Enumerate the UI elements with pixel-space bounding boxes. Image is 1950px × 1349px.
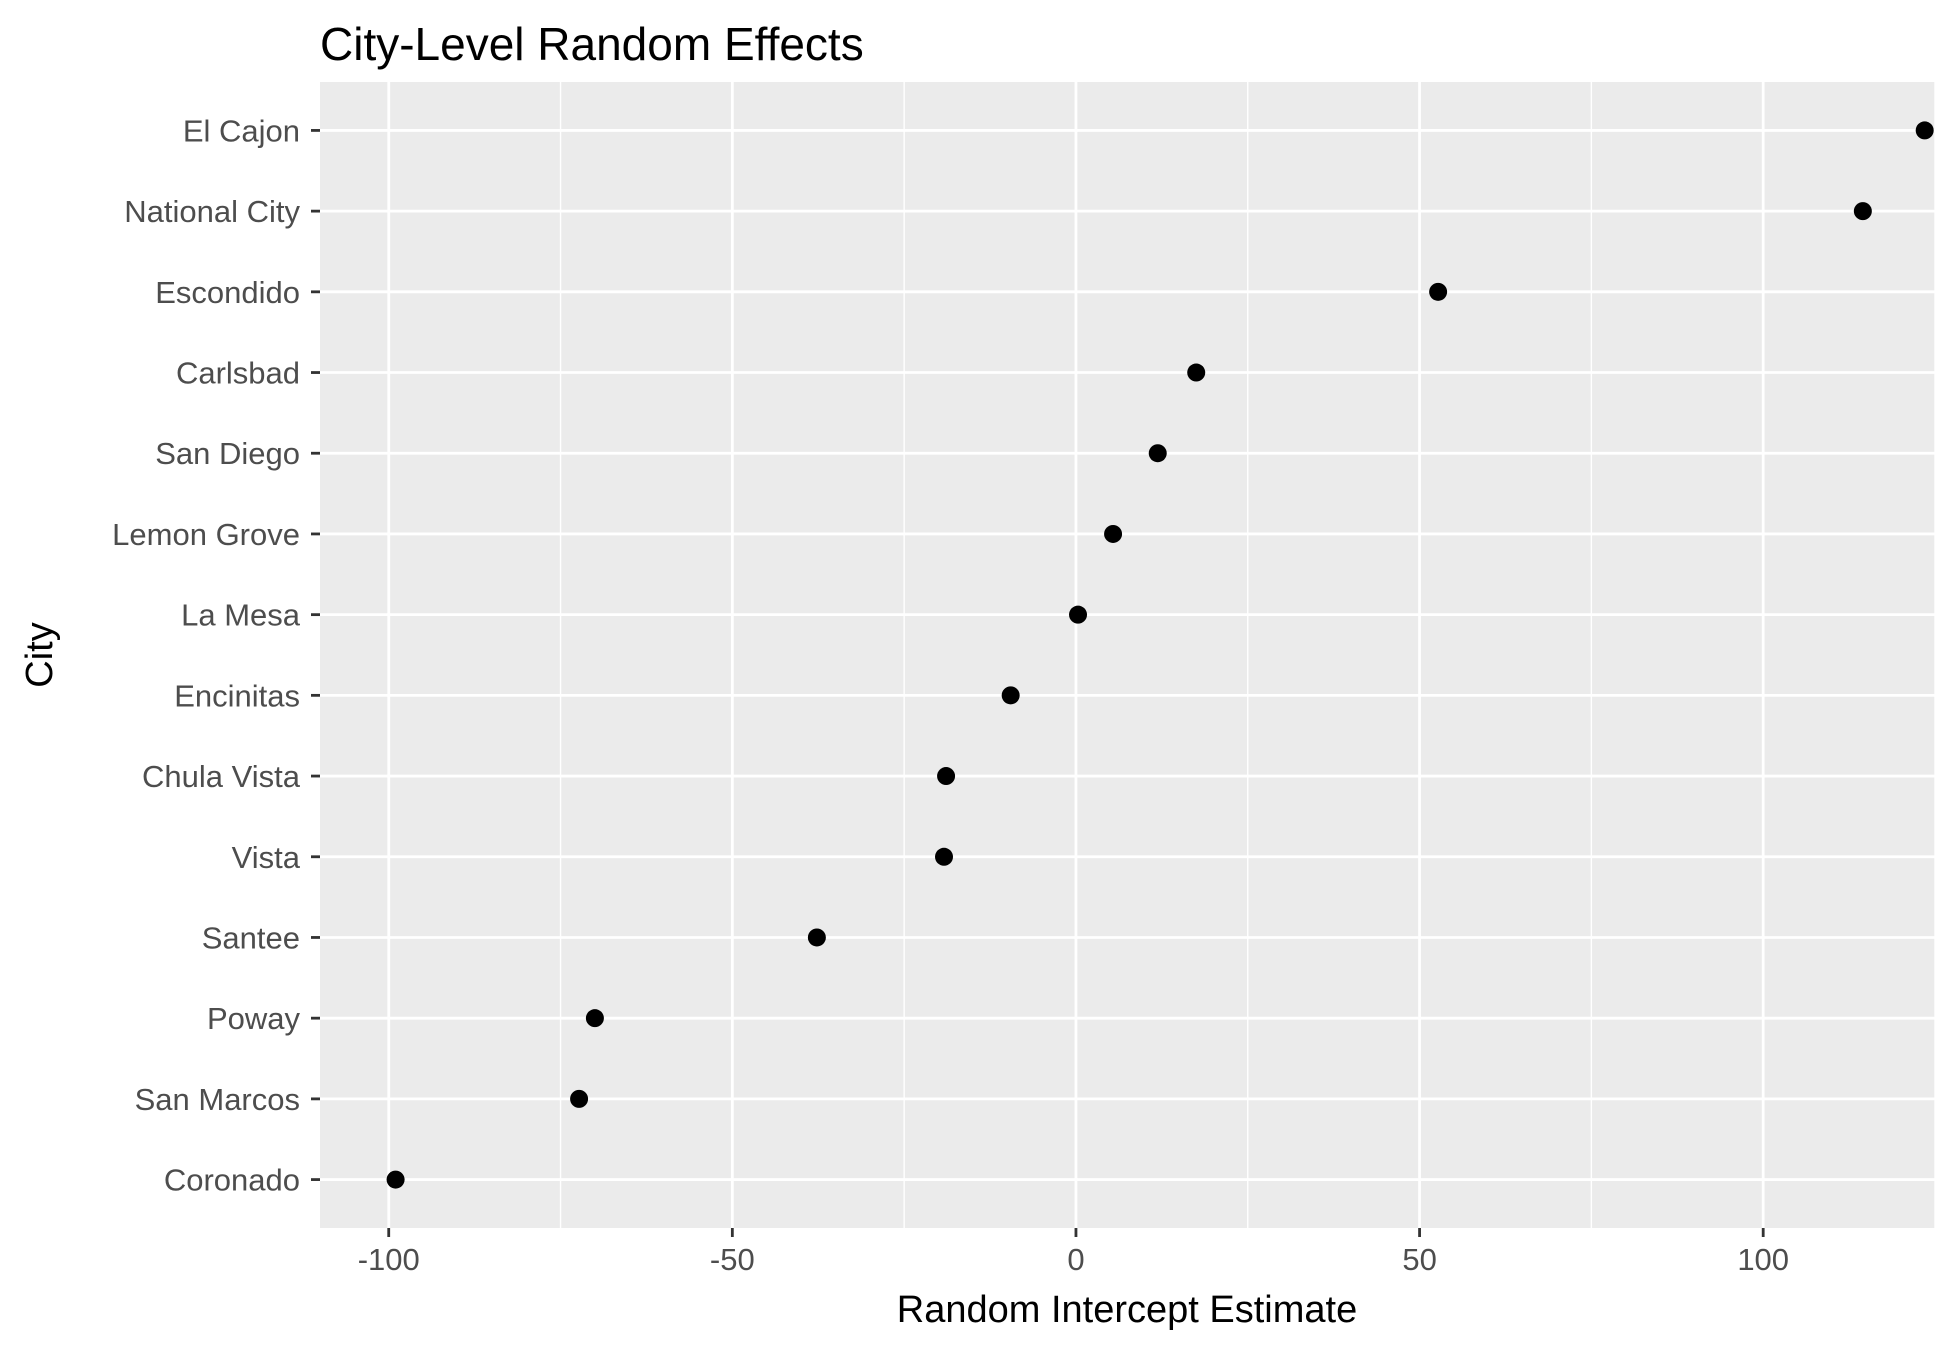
data-point: [1104, 524, 1123, 543]
y-tick-label: Vista: [232, 840, 301, 875]
x-tick-label: 0: [1067, 1242, 1084, 1277]
data-point: [1001, 686, 1020, 705]
y-axis-ticks: El Cajon National City Escondido Carlsbad Sa…: [112, 113, 320, 1198]
data-point: [1915, 121, 1934, 140]
y-tick-label: Carlsbad: [176, 356, 300, 391]
x-tick-label: -100: [358, 1242, 420, 1277]
data-points: [386, 121, 1934, 1189]
x-tick-label: -50: [710, 1242, 755, 1277]
plot-panel: [320, 82, 1935, 1228]
major-gridlines: [320, 82, 1935, 1228]
x-tick-label: 100: [1737, 1242, 1789, 1277]
y-tick-label: Santee: [202, 920, 300, 955]
x-axis-ticks: -100 -50 0 50 100: [358, 1228, 1789, 1277]
y-tick-label: La Mesa: [181, 598, 301, 633]
x-tick-label: 50: [1402, 1242, 1436, 1277]
x-axis-title: Random Intercept Estimate: [897, 1289, 1357, 1331]
data-point: [1853, 202, 1872, 221]
minor-gridlines: [559, 82, 1936, 1228]
data-point: [1069, 605, 1088, 624]
y-tick-label: San Diego: [155, 436, 300, 471]
data-point: [935, 847, 954, 866]
y-tick-label: Lemon Grove: [112, 517, 300, 552]
y-tick-label: Coronado: [164, 1163, 300, 1198]
y-tick-label: Escondido: [155, 275, 300, 310]
data-point: [1148, 444, 1167, 463]
y-tick-label: National City: [124, 194, 300, 229]
data-point: [807, 928, 826, 947]
data-point: [585, 1009, 604, 1028]
y-tick-label: Encinitas: [174, 678, 300, 713]
data-point: [386, 1170, 405, 1189]
y-tick-label: San Marcos: [135, 1082, 300, 1117]
y-tick-label: Poway: [207, 1001, 301, 1036]
chart-title: City-Level Random Effects: [320, 18, 864, 70]
data-point: [1187, 363, 1206, 382]
y-axis-title: City: [19, 622, 61, 687]
data-point: [570, 1089, 589, 1108]
data-point: [1429, 282, 1448, 301]
y-tick-label: Chula Vista: [142, 759, 301, 794]
data-point: [937, 767, 956, 786]
y-tick-label: El Cajon: [183, 113, 300, 148]
